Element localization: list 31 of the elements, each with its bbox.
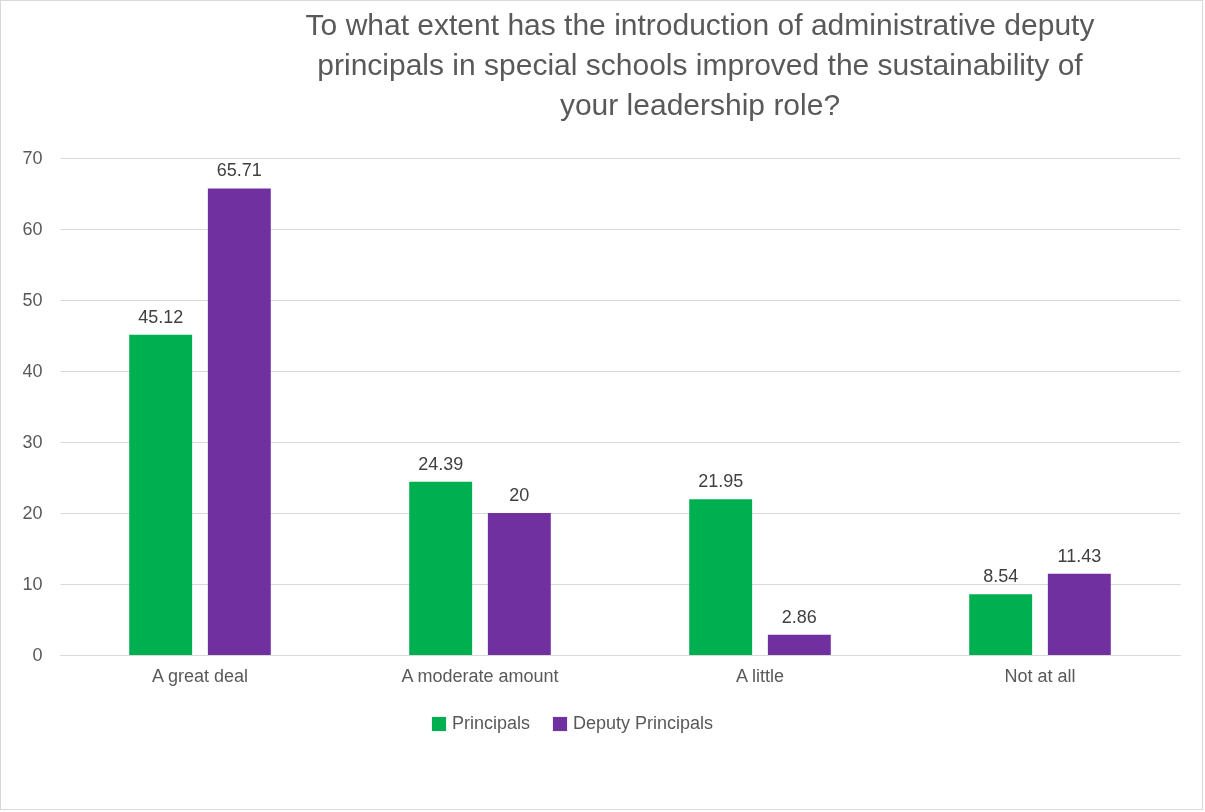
- y-tick-label: 50: [22, 289, 43, 310]
- bar: [1047, 573, 1111, 655]
- x-tick-label: A moderate amount: [401, 665, 559, 686]
- y-tick-label: 20: [22, 502, 43, 523]
- x-tick-label: A great deal: [151, 665, 249, 686]
- y-tick-label: 40: [22, 360, 43, 381]
- legend-label: Principals: [452, 713, 531, 733]
- bar: [767, 634, 831, 655]
- data-label: 2.86: [781, 606, 817, 627]
- x-tick-label: Not at all: [1004, 665, 1076, 686]
- bar: [689, 499, 753, 655]
- data-label: 21.95: [698, 471, 744, 492]
- x-tick-label: A little: [735, 665, 785, 686]
- y-tick-label: 10: [22, 573, 43, 594]
- chart-title: To what extent has the introduction of administrative deputy principals in special schools improved the sustainability of your leadership role?: [305, 8, 1095, 121]
- y-tick-label: 60: [22, 218, 43, 239]
- y-tick-label: 70: [22, 147, 43, 168]
- y-tick-label: 0: [32, 644, 43, 665]
- y-tick-label: 30: [22, 431, 43, 452]
- bar: [409, 481, 473, 655]
- data-label: 20: [509, 485, 530, 505]
- data-label: 45.12: [138, 306, 184, 327]
- data-label: 11.43: [1057, 545, 1102, 566]
- bar: [129, 334, 193, 655]
- bar: [969, 594, 1033, 655]
- data-label: 65.71: [216, 160, 262, 181]
- bar: [487, 513, 551, 655]
- bar: [207, 188, 271, 655]
- legend-label: Deputy Principals: [573, 713, 714, 733]
- data-label: 8.54: [983, 566, 1019, 587]
- data-label: 24.39: [418, 453, 464, 474]
